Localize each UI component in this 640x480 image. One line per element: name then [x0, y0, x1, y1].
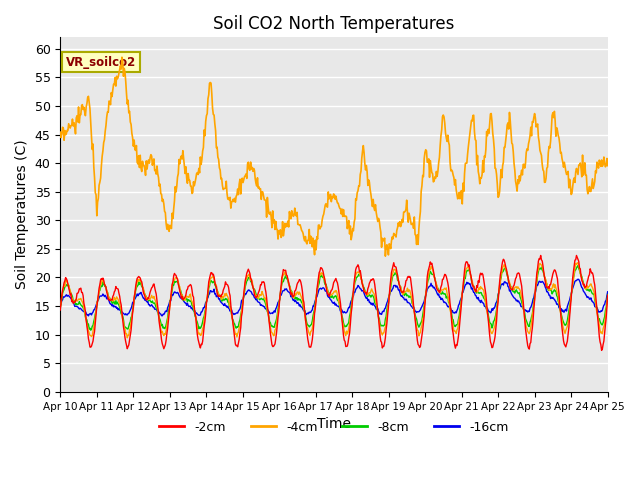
X-axis label: Time: Time: [317, 417, 351, 431]
Y-axis label: Soil Temperatures (C): Soil Temperatures (C): [15, 140, 29, 289]
Text: VR_soilco2: VR_soilco2: [66, 56, 136, 69]
Legend: -2cm, -4cm, -8cm, -16cm: -2cm, -4cm, -8cm, -16cm: [154, 416, 513, 439]
Title: Soil CO2 North Temperatures: Soil CO2 North Temperatures: [213, 15, 454, 33]
